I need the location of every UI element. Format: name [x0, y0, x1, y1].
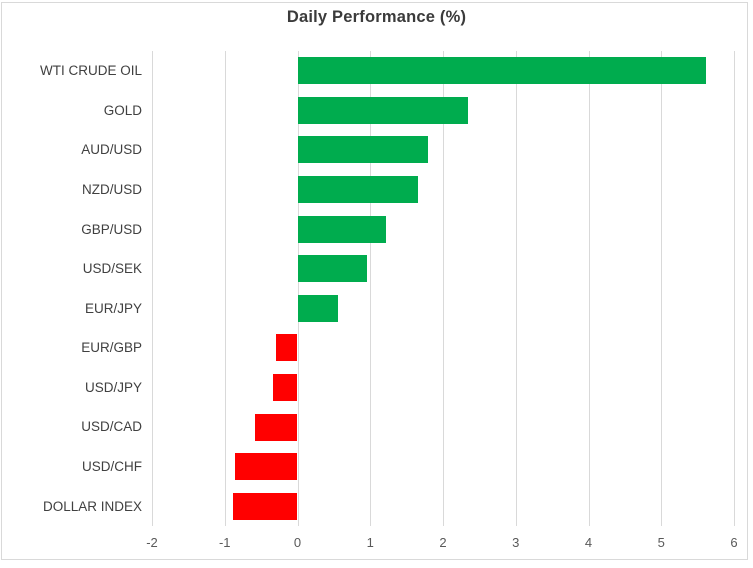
category-label: AUD/USD [81, 142, 142, 158]
gridline [224, 51, 226, 526]
category-label: EUR/JPY [84, 300, 142, 316]
gridline [661, 51, 663, 526]
gridline [370, 51, 372, 526]
bar-usd-chf [234, 453, 298, 481]
x-tick-label: -2 [146, 535, 158, 550]
category-label: GBP/USD [81, 221, 142, 237]
bar-gbp-usd [297, 215, 387, 243]
bar-usd-jpy [273, 373, 298, 401]
x-tick-label: 4 [584, 535, 593, 550]
category-label: EUR/GBP [81, 340, 142, 356]
gridline [443, 51, 444, 526]
gridline [152, 51, 153, 526]
category-label: USD/JPY [84, 379, 142, 395]
bar-eur-gbp [276, 334, 298, 362]
bar-usd-sek [297, 255, 368, 283]
bar-nzd-usd [297, 176, 418, 204]
category-axis: WTI CRUDE OIL GOLD AUD/USD NZD/USD GBP/USD US… [0, 51, 142, 526]
bar-gold [297, 96, 468, 124]
gridline [297, 51, 299, 526]
x-tick-label: 1 [366, 535, 374, 550]
category-label: DOLLAR INDEX [42, 498, 142, 514]
x-tick-label: 3 [512, 535, 520, 550]
x-tick-label: 5 [657, 535, 665, 550]
bar-usd-cad [255, 413, 298, 441]
gridline [734, 51, 735, 526]
x-tick-label: 0 [293, 535, 302, 550]
plot-area [152, 51, 735, 526]
category-label: USD/CAD [81, 419, 142, 435]
x-tick-label: 6 [730, 535, 738, 550]
category-label: GOLD [103, 102, 142, 118]
x-tick-label: -1 [218, 535, 231, 550]
bar-aud-usd [297, 136, 429, 164]
x-axis: -2 -1 0 1 2 3 4 5 6 [146, 535, 738, 553]
x-tick-label: 2 [439, 535, 447, 550]
gridline [588, 51, 590, 526]
category-label: NZD/USD [82, 182, 142, 198]
category-label: WTI CRUDE OIL [39, 63, 142, 79]
chart-title: Daily Performance (%) [286, 8, 467, 26]
bar-eur-jpy [297, 294, 339, 322]
bar-dollar-index [233, 492, 298, 520]
category-label: USD/SEK [82, 261, 142, 277]
category-label: USD/CHF [82, 459, 142, 475]
bar-wti-crude-oil [297, 57, 707, 85]
gridline [515, 51, 517, 526]
